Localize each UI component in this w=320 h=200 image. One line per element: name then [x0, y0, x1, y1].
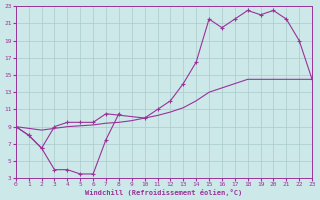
X-axis label: Windchill (Refroidissement éolien,°C): Windchill (Refroidissement éolien,°C) [85, 189, 243, 196]
